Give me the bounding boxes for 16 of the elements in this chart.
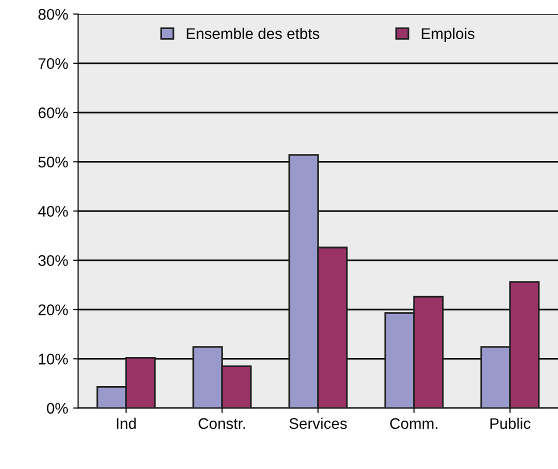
y-tick-label: 20% [38, 304, 68, 316]
y-tick-label: 0% [46, 402, 68, 414]
y-tick-label: 40% [38, 206, 68, 217]
x-tick-label: Services [289, 418, 347, 429]
y-tick-label: 30% [38, 255, 68, 266]
x-tick-label: Comm. [390, 418, 438, 429]
y-tick-label: 10% [38, 354, 68, 364]
y-tick-label: 60% [38, 107, 68, 118]
x-tick-label: Constr. [198, 418, 245, 429]
x-tick-label: Public [490, 418, 530, 429]
x-tick-label: Ind [116, 418, 136, 429]
legend-label: Ensemble des etbts [186, 28, 320, 40]
y-tick-label: 50% [38, 156, 68, 168]
legend-label: Emplois [422, 28, 474, 42]
y-tick-label: 70% [38, 58, 68, 69]
y-tick-label: 80% [38, 8, 68, 20]
